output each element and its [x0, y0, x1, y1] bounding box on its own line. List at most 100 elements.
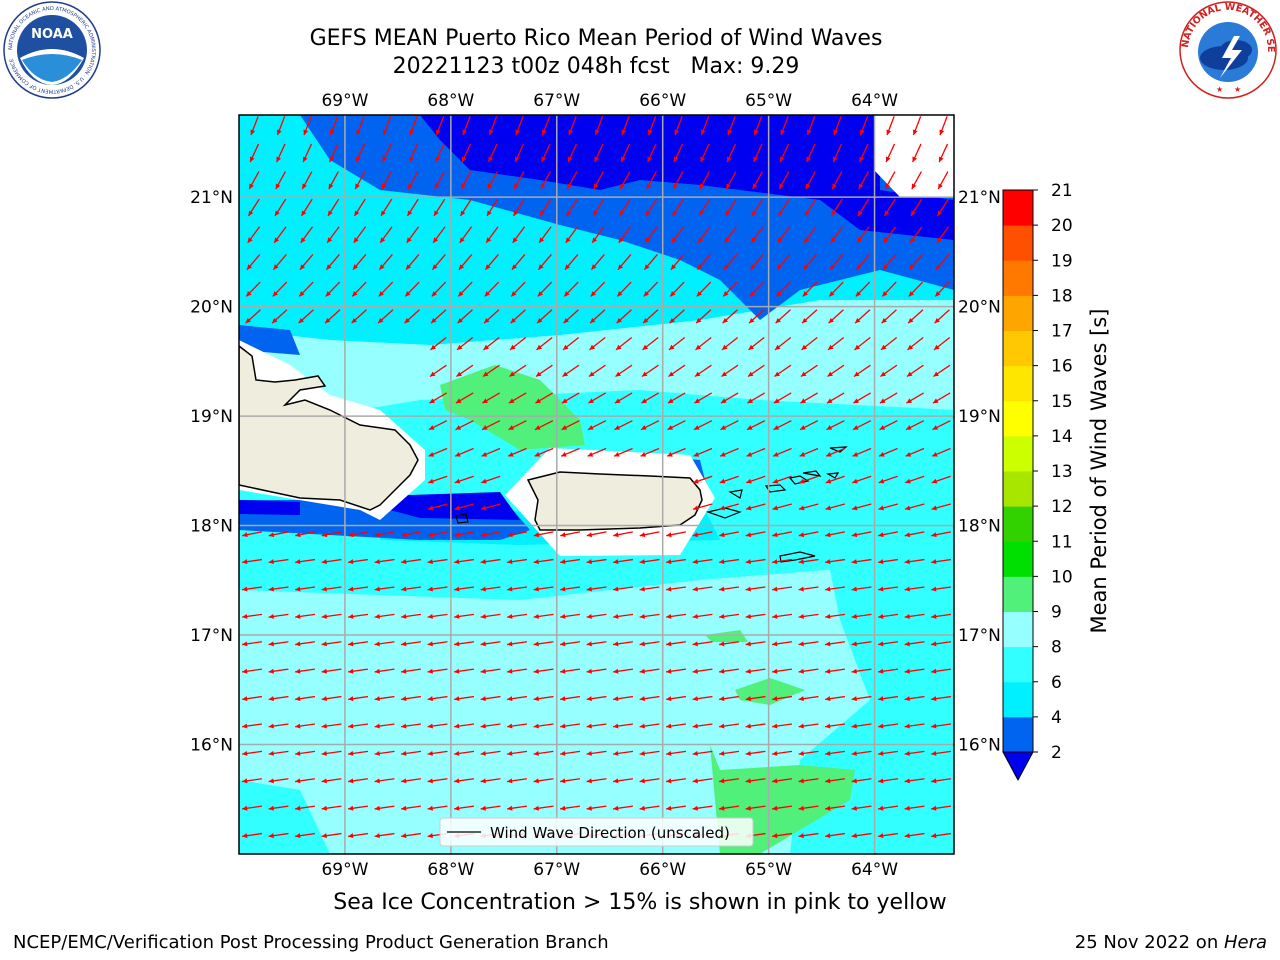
direction-arrow-head: [533, 641, 539, 647]
direction-arrow-head: [408, 156, 414, 163]
lat-tick-label-right: 17°N: [958, 626, 1001, 646]
direction-arrow-head: [666, 696, 672, 702]
direction-arrow-head: [852, 425, 859, 430]
direction-arrow-head: [533, 586, 539, 592]
direction-arrow-head: [429, 398, 436, 404]
figure-title: GEFS MEAN Puerto Rico Mean Period of Win…: [309, 26, 883, 51]
colorbar-tick-label: 11: [1051, 532, 1073, 552]
direction-arrow-head: [878, 723, 884, 729]
direction-arrow-head: [851, 723, 857, 729]
direction-arrow-head: [772, 805, 778, 811]
direction-arrow-head: [374, 641, 380, 647]
direction-arrow-head: [242, 750, 248, 756]
direction-arrow-head: [613, 532, 619, 538]
direction-arrow-head: [798, 641, 804, 647]
direction-arrow-head: [720, 425, 727, 430]
direction-arrow-head: [534, 451, 541, 457]
direction-arrow-head: [745, 586, 751, 592]
map-legend: Wind Wave Direction (unscaled): [439, 817, 754, 847]
direction-arrow-head: [851, 778, 857, 784]
direction-arrow-head: [321, 613, 327, 619]
direction-arrow-head: [931, 723, 937, 729]
direction-arrow-head: [276, 129, 282, 136]
direction-arrow-head: [694, 398, 701, 404]
lon-tick-label-bottom: 69°W: [321, 860, 368, 880]
direction-arrow-head: [539, 237, 545, 243]
direction-arrow-head: [931, 805, 937, 811]
direction-arrow-head: [435, 156, 440, 163]
direction-arrow-head: [828, 317, 834, 324]
direction-arrow-head: [507, 778, 513, 784]
direction-arrow-head: [329, 156, 334, 163]
direction-arrow-head: [268, 723, 274, 729]
direction-arrow-head: [509, 371, 515, 377]
direction-arrow-head: [719, 750, 725, 756]
direction-arrow-head: [745, 750, 751, 756]
direction-arrow-head: [692, 505, 699, 511]
direction-arrow-head: [773, 425, 780, 430]
direction-arrow-head: [931, 586, 937, 592]
direction-arrow-head: [613, 586, 619, 592]
direction-arrow-head: [724, 237, 730, 243]
direction-arrow-head: [931, 668, 937, 674]
direction-arrow-head: [773, 451, 779, 457]
direction-arrow-head: [775, 317, 781, 324]
direction-arrow-head: [719, 613, 725, 619]
direction-arrow-head: [560, 586, 566, 592]
lon-tick-label-bottom: 66°W: [639, 860, 686, 880]
direction-arrow-head: [613, 778, 619, 784]
direction-arrow-head: [587, 425, 594, 430]
direction-arrow-head: [302, 156, 308, 163]
direction-arrow-head: [456, 344, 463, 350]
direction-arrow-head: [666, 613, 672, 619]
direction-arrow-head: [802, 317, 808, 324]
colorbar-tick-label: 6: [1051, 673, 1062, 693]
direction-arrow-head: [857, 237, 863, 243]
direction-arrow-head: [454, 696, 460, 702]
direction-arrow-head: [348, 532, 354, 538]
direction-arrow-head: [507, 559, 513, 565]
direction-arrow-head: [700, 156, 705, 163]
noaa-logo: NATIONAL OCEANIC AND ATMOSPHERIC ADMINIS…: [3, 1, 101, 99]
direction-arrow-head: [352, 264, 359, 270]
direction-arrow-head: [427, 750, 433, 756]
direction-arrow-head: [382, 156, 387, 163]
direction-arrow-head: [745, 641, 751, 647]
direction-arrow-head: [772, 532, 778, 538]
direction-arrow-head: [666, 778, 672, 784]
direction-arrow-head: [374, 805, 380, 811]
colorbar-tick-label: 8: [1051, 638, 1062, 658]
direction-arrow-head: [507, 613, 513, 619]
direction-arrow-head: [833, 129, 839, 136]
direction-arrow-head: [355, 156, 361, 163]
direction-arrow-head: [851, 833, 857, 839]
direction-arrow-head: [878, 668, 884, 674]
noaa-logo-text: NOAA: [31, 27, 73, 42]
direction-arrow-head: [431, 317, 437, 324]
figure-subtitle: 20221123 t00z 048h fcst Max: 9.29: [392, 54, 800, 79]
colorbar-segment: [1003, 681, 1033, 718]
direction-arrow-head: [273, 264, 279, 270]
direction-arrow-head: [401, 641, 407, 647]
direction-arrow-head: [454, 505, 460, 511]
direction-arrow-head: [538, 264, 544, 270]
direction-arrow-head: [719, 723, 725, 729]
direction-arrow-head: [829, 264, 836, 270]
direction-arrow-head: [774, 371, 780, 377]
direction-arrow-head: [829, 291, 835, 297]
direction-arrow-head: [567, 183, 572, 190]
direction-arrow-head: [723, 291, 729, 297]
direction-arrow-head: [879, 398, 886, 404]
direction-arrow-head: [772, 668, 778, 674]
direction-arrow-head: [719, 478, 726, 484]
direction-arrow-head: [507, 586, 513, 592]
direction-arrow-head: [851, 668, 857, 674]
map-frame: [238, 114, 955, 855]
direction-arrow-head: [805, 183, 811, 190]
direction-arrow-head: [591, 264, 597, 270]
direction-arrow-head: [904, 750, 910, 756]
direction-arrow-head: [592, 210, 598, 216]
direction-arrow-head: [936, 237, 942, 243]
direction-arrow-head: [745, 805, 751, 811]
direction-arrow-head: [642, 344, 648, 350]
